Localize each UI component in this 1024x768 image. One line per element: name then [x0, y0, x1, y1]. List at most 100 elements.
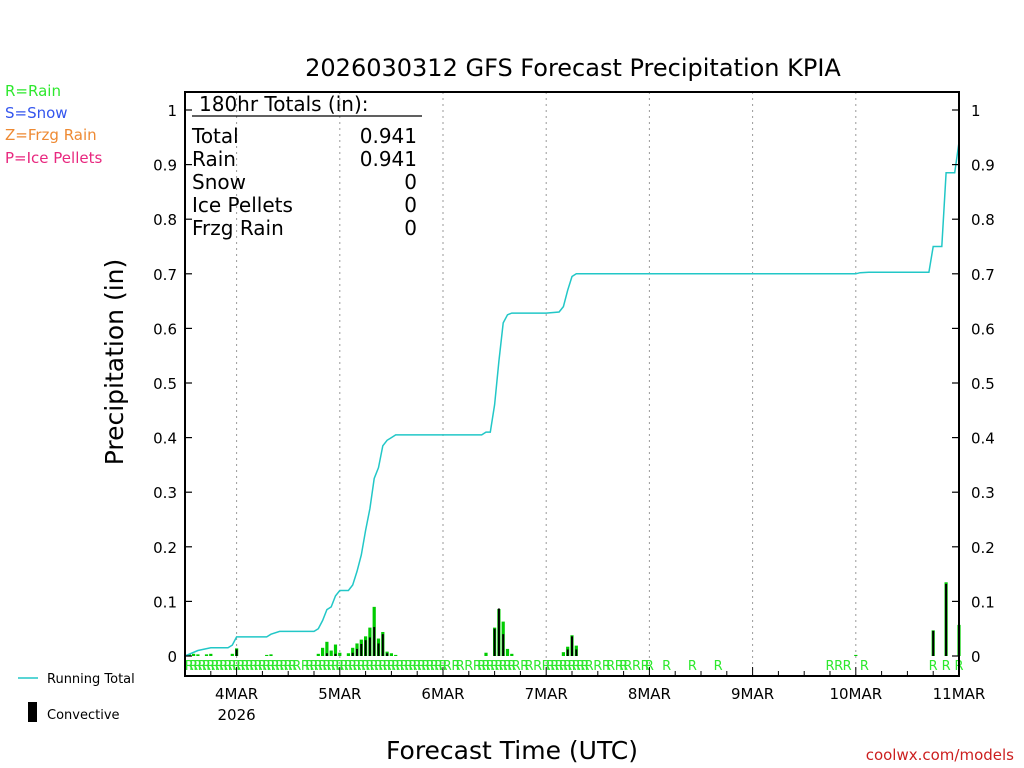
rain-type-marker: R — [275, 659, 284, 674]
rain-type-marker: R — [202, 659, 211, 674]
convective-legend-swatch — [28, 702, 37, 722]
x-tick-label: 9MAR — [731, 685, 774, 703]
y-axis-left: 0 0.1 0.2 0.3 0.4 0.5 0.6 0.7 0.8 0.9 1 — [153, 102, 192, 666]
convective-legend-label: Convective — [47, 708, 120, 723]
rain-type-marker: R — [340, 659, 349, 674]
rain-type-marker: R — [352, 659, 361, 674]
x-tick-sublabel: 2026 — [218, 706, 256, 724]
rain-bar — [209, 653, 213, 656]
rain-bar — [325, 641, 329, 656]
rain-type-marker: R — [400, 659, 409, 674]
y-tick-label-right: 1 — [971, 102, 981, 120]
convective-bar — [351, 652, 354, 656]
rain-type-marker: R — [249, 659, 258, 674]
y-tick-label-right: 0.8 — [971, 211, 995, 229]
rain-type-marker: R — [344, 659, 353, 674]
rain-type-marker: R — [434, 659, 443, 674]
rain-type-marker: R — [228, 659, 237, 674]
rain-bar — [316, 653, 320, 656]
running-total-legend-label: Running Total — [47, 672, 135, 687]
rain-type-marker: R — [662, 659, 671, 674]
rain-bar — [505, 648, 510, 656]
rain-type-marker: R — [211, 659, 220, 674]
rain-type-marker: R — [494, 659, 503, 674]
y-tick-label-right: 0.1 — [971, 593, 995, 611]
rain-bar — [329, 650, 333, 656]
legend-rain: R=Rain — [5, 82, 61, 100]
rain-type-marker: R — [486, 659, 495, 674]
rain-type-marker: R — [417, 659, 426, 674]
rain-type-marker: R — [641, 659, 650, 674]
rain-type-marker: R — [473, 659, 482, 674]
rain-type-marker: R — [477, 659, 486, 674]
rain-bar — [265, 654, 269, 656]
rain-type-marker: R — [426, 659, 435, 674]
x-tick-label: 11MAR — [933, 685, 986, 703]
rain-type-marker: R — [241, 659, 250, 674]
rain-type-marker: R — [632, 659, 641, 674]
y-tick-label-left: 0.9 — [153, 157, 177, 175]
rain-type-marker: R — [555, 659, 564, 674]
rain-type-marker: R — [572, 659, 581, 674]
rain-bar — [854, 654, 858, 656]
totals-row-label: Total — [191, 124, 239, 148]
y-axis-label: Precipitation (in) — [100, 259, 129, 466]
rain-type-marker: R — [254, 659, 263, 674]
y-tick-label-right: 0.5 — [971, 375, 995, 393]
rain-type-marker: R — [499, 659, 508, 674]
rain-type-marker: R — [223, 659, 232, 674]
rain-type-marker: R — [314, 659, 323, 674]
rain-bar — [394, 654, 398, 656]
rain-type-marker: R — [301, 659, 310, 674]
convective-bar — [945, 583, 948, 656]
rain-type-marker: R — [361, 659, 370, 674]
credit-text: coolwx.com/models — [866, 746, 1014, 764]
y-tick-label-left: 0.1 — [153, 593, 177, 611]
rain-type-marker: R — [606, 659, 615, 674]
y-tick-label-right: 0.9 — [971, 157, 995, 175]
rain-bar — [192, 653, 196, 656]
rain-type-marker: R — [520, 659, 529, 674]
rain-type-marker: R — [602, 659, 611, 674]
rain-type-marker: R — [834, 659, 843, 674]
rain-type-marker: R — [580, 659, 589, 674]
rain-type-marker: R — [335, 659, 344, 674]
x-tick-label: 10MAR — [829, 685, 882, 703]
convective-bar — [497, 608, 500, 656]
rain-type-marker: R — [860, 659, 869, 674]
rain-type-marker: R — [503, 659, 512, 674]
y-tick-label-right: 0.2 — [971, 539, 995, 557]
y-tick-label-left: 0.3 — [153, 484, 177, 502]
rain-type-marker: R — [456, 659, 465, 674]
legend-frzg-rain: Z=Frzg Rain — [5, 126, 97, 144]
rain-type-marker: R — [843, 659, 852, 674]
y-tick-label-right: 0.6 — [971, 320, 995, 338]
rain-type-marker: R — [481, 659, 490, 674]
rain-type-marker: R — [219, 659, 228, 674]
y-tick-label-left: 0.7 — [153, 266, 177, 284]
rain-type-marker: R — [391, 659, 400, 674]
rain-type-marker: R — [512, 659, 521, 674]
x-axis: 4MAR 2026 5MAR 6MAR 7MAR 8MAR 9MAR 10MAR 11MAR — [184, 667, 986, 724]
precip-type-legend: R=Rain S=Snow Z=Frzg Rain P=Ice Pellets — [5, 82, 102, 167]
rain-type-marker: R — [318, 659, 327, 674]
rain-bar — [230, 653, 234, 656]
plot-frame — [184, 91, 960, 677]
convective-bar — [235, 649, 238, 656]
rain-type-marker: R — [284, 659, 293, 674]
rain-bar — [204, 654, 209, 656]
convective-bar — [575, 649, 578, 656]
rain-type-marker: R — [357, 659, 366, 674]
convective-bar — [571, 636, 573, 656]
rain-type-marker: R — [825, 659, 834, 674]
rain-type-marker: R — [929, 659, 938, 674]
convective-bar — [364, 640, 367, 656]
x-tick-label: 5MAR — [318, 685, 361, 703]
x-axis-label: Forecast Time (UTC) — [386, 736, 638, 765]
totals-row-label: Snow — [192, 170, 246, 194]
totals-box: 180hr Totals (in): Total 0.941 Rain 0.941 Sn… — [191, 92, 422, 240]
rain-bar — [187, 654, 191, 656]
y-tick-label-right: 0.7 — [971, 266, 995, 284]
y-tick-label-right: 0 — [971, 648, 981, 666]
